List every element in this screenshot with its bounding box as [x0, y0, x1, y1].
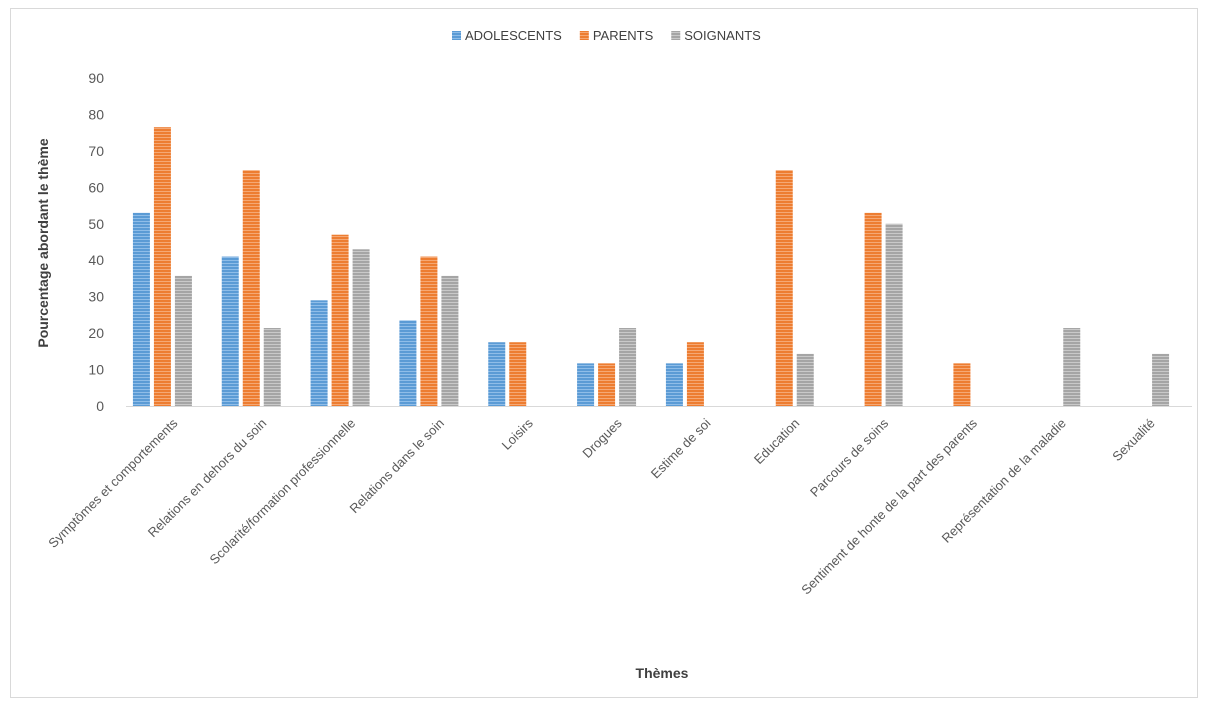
y-tick-label: 70 [88, 143, 104, 159]
bar-soignants-0 [174, 275, 192, 406]
bar-soignants-10 [1063, 328, 1081, 406]
category-label: Education [751, 416, 802, 467]
bar-parents-9 [953, 363, 971, 406]
legend-label-soignants: SOIGNANTS [684, 28, 761, 43]
bar-soignants-7 [796, 353, 814, 406]
bar-adolescents-6 [665, 363, 683, 406]
bar-soignants-5 [619, 328, 637, 406]
category-label: Sentiment de honte de la part des parent… [798, 415, 980, 597]
bar-parents-8 [864, 212, 882, 406]
y-tick-label: 30 [88, 289, 104, 305]
category-label: Estime de soi [648, 415, 714, 481]
y-axis-title: Pourcentage abordant le thème [35, 138, 51, 347]
y-tick-label: 50 [88, 216, 104, 232]
y-tick-label: 20 [88, 325, 104, 341]
legend-label-adolescents: ADOLESCENTS [465, 28, 562, 43]
bar-adolescents-0 [132, 212, 150, 406]
bars [132, 127, 1170, 406]
y-tick-label: 10 [88, 362, 104, 378]
y-tick-label: 60 [88, 179, 104, 195]
legend-swatch-adolescents [452, 31, 461, 40]
bar-parents-4 [509, 342, 527, 406]
y-tick-label: 80 [88, 106, 104, 122]
y-tick-label: 0 [96, 398, 104, 414]
legend-swatch-soignants [671, 31, 681, 40]
bar-parents-0 [153, 127, 171, 406]
legend-label-parents: PARENTS [593, 28, 654, 43]
y-tick-label: 40 [88, 252, 104, 268]
x-axis-title: Thèmes [636, 665, 689, 681]
bar-soignants-2 [352, 249, 370, 406]
bar-adolescents-3 [399, 320, 417, 406]
bar-parents-5 [598, 363, 616, 406]
category-label: Loisirs [499, 415, 537, 453]
bar-adolescents-2 [310, 300, 328, 406]
chart-frame [10, 8, 1198, 698]
category-label: Drogues [579, 415, 625, 461]
bar-soignants-1 [263, 328, 281, 406]
bar-parents-1 [242, 170, 260, 406]
legend: ADOLESCENTS PARENTS SOIGNANTS [452, 28, 761, 43]
bar-parents-3 [420, 256, 438, 406]
bar-soignants-3 [441, 275, 459, 406]
y-axis: 0 10 20 30 40 50 60 70 80 90 [88, 70, 104, 414]
bar-soignants-11 [1152, 353, 1170, 406]
bar-adolescents-5 [577, 363, 595, 406]
bar-parents-2 [331, 234, 349, 406]
category-label: Sexualité [1109, 416, 1157, 464]
y-tick-label: 90 [88, 70, 104, 86]
category-label: Scolarité/formation professionnelle [207, 416, 359, 568]
legend-swatch-parents [579, 31, 589, 40]
bar-parents-6 [686, 342, 704, 406]
category-label: Relations dans le soin [346, 416, 447, 517]
bar-adolescents-1 [221, 256, 239, 406]
category-label: Parcours de soins [807, 415, 892, 500]
bar-adolescents-4 [488, 342, 506, 406]
bar-parents-7 [775, 170, 793, 406]
bar-soignants-8 [885, 223, 903, 406]
